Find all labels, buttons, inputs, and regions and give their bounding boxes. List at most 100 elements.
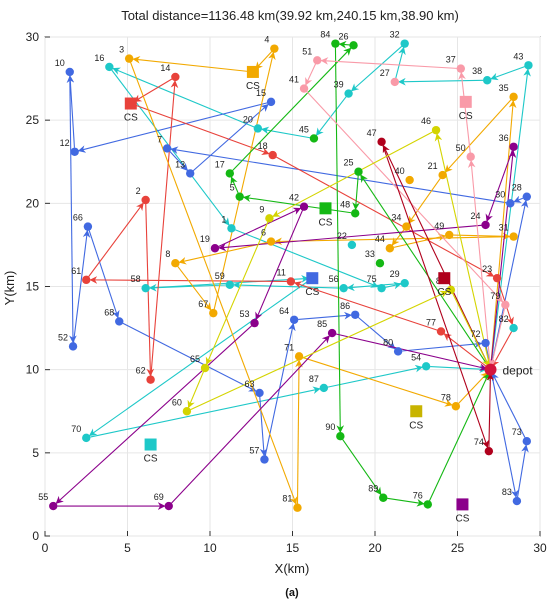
customer-point [327, 328, 337, 338]
customer-point [313, 56, 322, 65]
customer-point [402, 222, 411, 231]
charging-station-marker [438, 272, 451, 285]
customer-point [225, 169, 234, 178]
customer-label: 70 [71, 424, 81, 434]
route-segment [55, 325, 252, 504]
route-segment [272, 131, 433, 217]
customer-point [105, 62, 114, 72]
customer-point [309, 134, 319, 143]
customer-label: 69 [154, 492, 164, 502]
charging-station-label: CS [305, 287, 319, 298]
customer-label: 85 [317, 319, 327, 329]
customer-label: 14 [160, 63, 170, 73]
customer-label: 75 [367, 274, 377, 284]
route-segment [295, 359, 303, 504]
customer-point [182, 407, 192, 416]
customer-label: 64 [279, 306, 289, 316]
route-segment [169, 151, 189, 172]
customer-point [446, 285, 456, 295]
customer-point [483, 76, 492, 85]
y-tick-label: 15 [26, 280, 40, 294]
route-segment [275, 156, 495, 277]
customer-label: 72 [471, 329, 481, 339]
route-segment [242, 194, 352, 214]
route-segment [90, 386, 321, 438]
customer-label: 10 [55, 58, 65, 68]
route-segment [408, 178, 441, 224]
customer-label: 12 [60, 138, 70, 148]
charging-station-marker [124, 97, 137, 110]
customer-label: 51 [302, 46, 312, 56]
customer-label: 46 [421, 116, 431, 126]
customer-point [377, 283, 386, 293]
customer-label: 41 [289, 75, 299, 85]
route-segment [430, 365, 488, 373]
customer-label: 5 [230, 183, 235, 193]
charging-station-marker [319, 202, 332, 215]
customer-label: 56 [329, 274, 339, 284]
route-segment [302, 357, 453, 407]
route-segment [387, 497, 425, 507]
customer-label: 79 [490, 291, 500, 301]
customer-point [210, 244, 220, 253]
customer-point [171, 259, 180, 268]
route-segment [385, 281, 402, 290]
route-segment [467, 159, 491, 366]
route-segment [190, 290, 448, 411]
customer-label: 40 [395, 166, 405, 176]
route-segment [490, 149, 517, 366]
route-segment [489, 308, 505, 367]
route-segment [298, 311, 352, 320]
customer-label: 57 [249, 445, 259, 455]
customer-point [253, 124, 263, 133]
y-tick-label: 25 [26, 113, 40, 127]
customer-label: 53 [240, 309, 250, 319]
customer-point [124, 54, 134, 63]
route-segment [306, 91, 504, 303]
route-segment [218, 224, 482, 252]
x-tick-label: 15 [286, 541, 300, 555]
charging-station-label: CS [124, 113, 138, 124]
customer-point [522, 192, 531, 201]
customer-label: 39 [334, 80, 344, 90]
customer-point [268, 150, 277, 160]
customer-label: 67 [198, 299, 208, 309]
customer-label: 48 [340, 199, 350, 209]
customer-point [509, 92, 518, 102]
route-segment [428, 372, 490, 502]
customer-point [390, 77, 399, 87]
customer-point [509, 142, 518, 151]
customer-label: 21 [428, 161, 438, 171]
customer-point [354, 167, 363, 176]
route-segment [444, 99, 512, 173]
route-segment [205, 221, 269, 366]
route-segment [88, 280, 310, 437]
charging-station-label: CS [144, 454, 158, 465]
customer-label: 33 [365, 249, 375, 259]
customer-point [484, 446, 494, 456]
customer-point [339, 283, 348, 293]
customer-point [393, 347, 403, 356]
route-segment [490, 68, 531, 366]
x-tick-label: 20 [368, 541, 382, 555]
chart-title: Total distance=1136.48 km(39.92 km,240.1… [121, 8, 459, 23]
x-tick-label: 30 [533, 541, 547, 555]
charging-station-marker [459, 95, 472, 108]
y-tick-label: 20 [26, 196, 40, 210]
figure-caption: (a) [285, 587, 299, 599]
route-segment [351, 45, 403, 92]
route-segment [213, 51, 276, 310]
customer-label: 81 [282, 494, 292, 504]
route-segment [192, 104, 269, 172]
route-segment [187, 371, 205, 409]
charging-station-label: CS [319, 217, 333, 228]
route-segment [274, 236, 510, 246]
route-segment [259, 396, 268, 457]
route-segment [335, 333, 488, 371]
customer-label: 55 [38, 492, 48, 502]
customer-label: 8 [165, 249, 170, 259]
customer-label: 38 [472, 66, 482, 76]
route-segment [133, 78, 173, 102]
